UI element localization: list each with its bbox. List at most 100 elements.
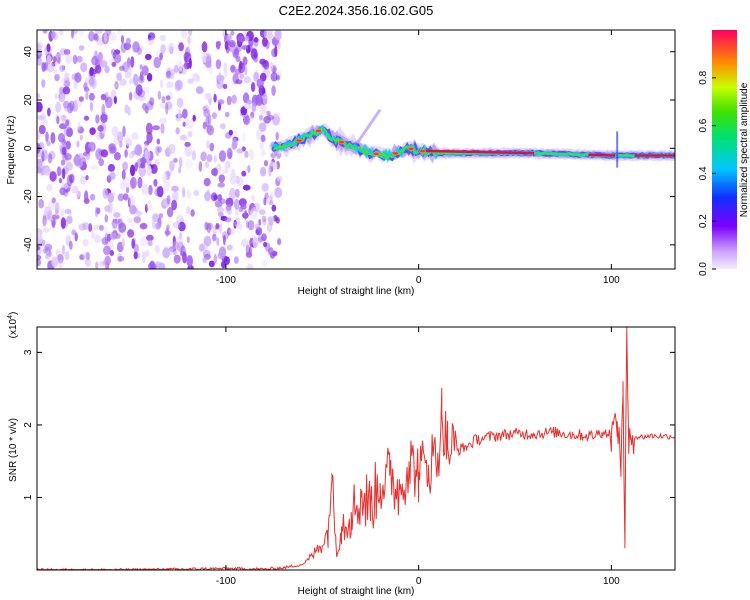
spectrogram-cell <box>164 230 171 236</box>
spectrogram-cell <box>94 64 102 74</box>
spectrogram-cell <box>192 73 199 82</box>
spectrogram-cell <box>218 169 226 176</box>
spectrogram-cell <box>218 211 224 217</box>
spectrogram-cell <box>88 92 95 101</box>
spectrogram-cell <box>69 173 75 184</box>
spectrogram-cell <box>157 146 162 153</box>
spectrogram-cell <box>132 41 140 53</box>
spectrogram-cell <box>119 78 127 86</box>
spectrogram-cell <box>139 222 148 230</box>
spectrogram-cell <box>58 30 64 36</box>
spectrogram-cell <box>60 114 67 122</box>
spectrogram-cell <box>180 64 188 75</box>
spectrogram-cell <box>254 223 260 230</box>
spectrogram-cell <box>166 207 174 218</box>
spectrogram-cell <box>91 227 95 239</box>
spectrogram-cell <box>88 143 94 149</box>
spectrogram-cell <box>51 197 56 204</box>
spectrogram-cell <box>207 114 212 126</box>
spectrogram-cell <box>117 255 125 262</box>
spectrogram-cell <box>246 263 254 269</box>
spectrogram-cell <box>104 91 109 103</box>
spectrogram-cell <box>183 51 192 63</box>
spectrogram-cell <box>107 172 116 180</box>
spectrogram-cell <box>84 190 89 202</box>
spectrogram-cell <box>250 207 258 220</box>
spectrogram-cell <box>45 253 50 260</box>
spectrogram-cell <box>244 209 248 220</box>
spectrogram-panel: -100 0 100 -40 -20 0 20 40 Height of straight … <box>6 29 676 297</box>
spectrogram-cell <box>193 189 200 197</box>
spectrogram-cell <box>242 184 251 191</box>
spectrogram-cell <box>97 125 104 132</box>
spectrogram-cell <box>149 97 155 106</box>
spectrogram-cell <box>232 137 238 149</box>
spectrogram-cell <box>113 212 121 218</box>
spectrogram-cell <box>232 221 241 227</box>
x-tick-label: 0 <box>416 576 422 587</box>
spectrogram-cell <box>77 30 85 37</box>
spectrogram-cell <box>186 236 190 244</box>
spectrogram-cell <box>131 132 139 141</box>
spectrogram-cell <box>37 258 42 267</box>
spectrogram-cell <box>100 60 108 68</box>
spectrogram-cell <box>246 99 252 105</box>
spectrogram-cell <box>137 89 146 98</box>
spectrogram-cell <box>259 114 263 121</box>
spectrogram-cell <box>143 86 150 94</box>
spectrogram-cell <box>48 150 56 160</box>
spectrogram-cell <box>84 258 91 267</box>
spectrogram-cell <box>60 159 66 166</box>
spectrogram-cell <box>166 224 170 231</box>
spectrogram-cell <box>233 130 238 137</box>
spectrogram-cell <box>224 204 229 214</box>
spectrogram-cell <box>212 225 217 237</box>
spectrogram-cell <box>268 165 272 177</box>
spectrogram-cell <box>235 55 241 63</box>
spectrogram-cell <box>88 31 95 42</box>
spectrogram-cell <box>43 167 52 176</box>
spectrogram-cell <box>58 178 63 184</box>
spectrogram-cell <box>178 221 186 232</box>
spectrogram-cell <box>215 40 222 47</box>
spectrogram-cell <box>133 243 139 254</box>
spectrogram-cell <box>47 107 51 117</box>
spectrogram-cell <box>124 72 131 79</box>
spectrogram-cell <box>66 127 73 138</box>
spectrogram-cell <box>173 157 178 163</box>
spectrogram-cell <box>229 228 236 235</box>
spectrogram-cell <box>46 43 51 53</box>
spectrogram-cell <box>109 232 118 240</box>
spectrogram-cell <box>65 161 74 171</box>
spectrogram-cell <box>146 72 153 82</box>
spectrogram-cell <box>227 34 232 41</box>
spectrogram-cell <box>91 233 100 240</box>
spectrogram-cell <box>122 61 129 73</box>
spectrogram-cell <box>201 41 208 53</box>
spectrogram-cell <box>242 131 246 142</box>
spectrogram-cell <box>62 100 70 109</box>
y-tick-label: 3 <box>23 349 34 355</box>
spectrogram-cell <box>57 132 66 143</box>
spectrogram-cell <box>187 78 194 85</box>
spectrogram-cell <box>226 227 232 236</box>
spectrogram-cell <box>104 205 111 213</box>
spectrogram-cell <box>124 149 128 158</box>
snr-background <box>37 327 675 570</box>
spectrogram-cell <box>78 45 85 51</box>
spectrogram-cell <box>124 135 130 145</box>
spectrogram-cell <box>240 106 248 116</box>
spectrogram-cell <box>125 37 131 44</box>
spectrogram-cell <box>88 223 93 232</box>
spectrogram-cell <box>218 174 225 183</box>
spectrogram-cell <box>42 215 47 227</box>
spectrogram-cell <box>144 148 151 160</box>
spectrogram-cell <box>37 93 41 99</box>
spectrogram-cell <box>211 168 218 176</box>
spectrogram-cell <box>263 160 269 167</box>
spectrogram-cell <box>89 127 96 135</box>
spectrogram-cell <box>101 237 108 245</box>
spectrogram-cell <box>260 166 267 177</box>
spectrogram-cell <box>45 131 49 143</box>
spectrogram-cell <box>243 76 251 84</box>
